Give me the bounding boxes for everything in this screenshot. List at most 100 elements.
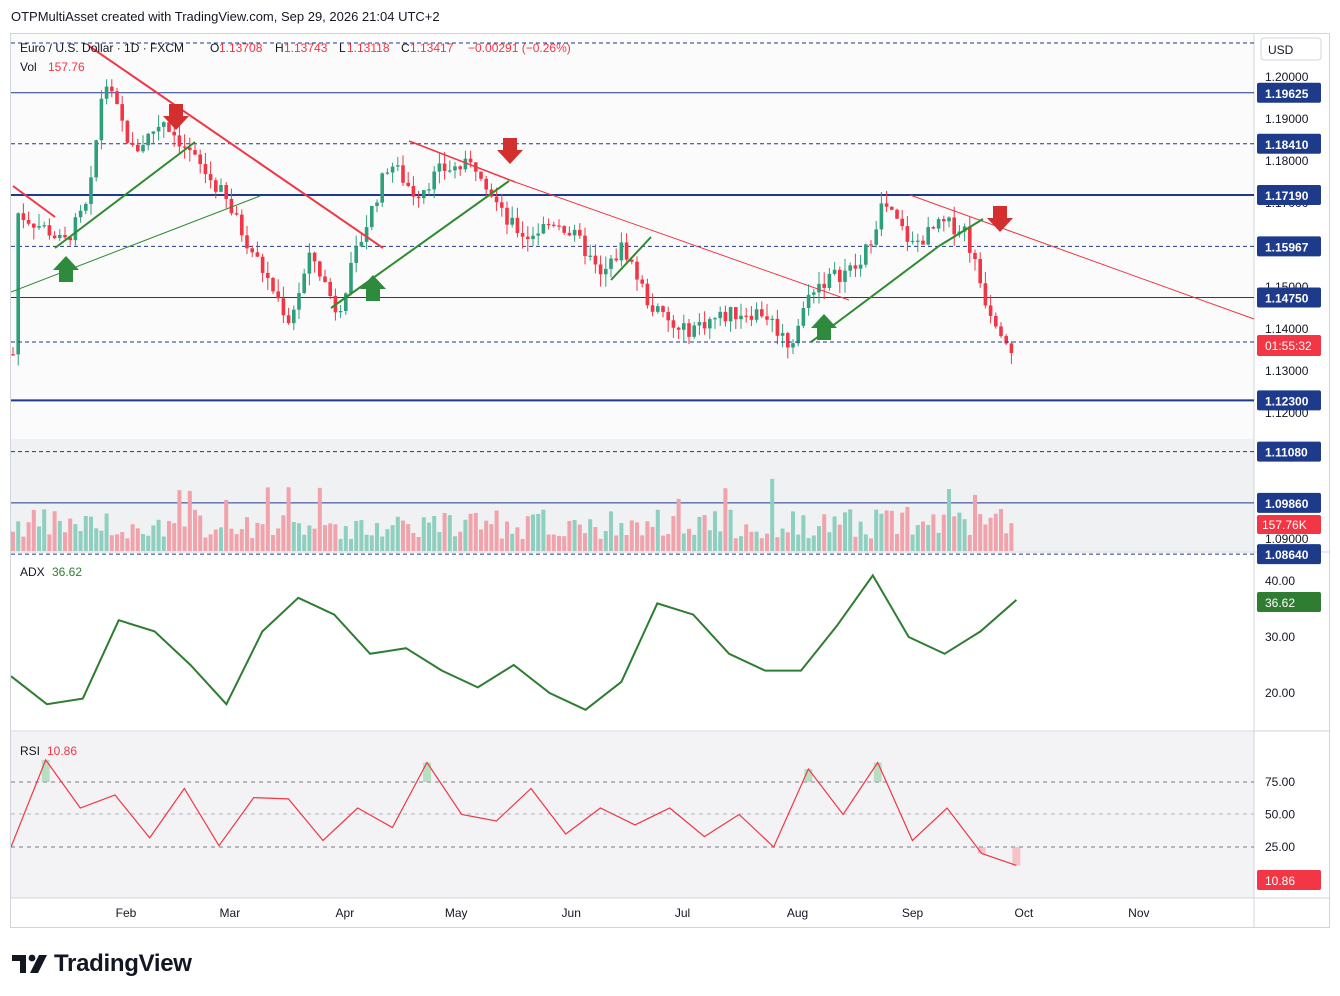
volume-bar[interactable] [676, 498, 681, 551]
candle-body[interactable] [177, 135, 182, 147]
candle-body[interactable] [110, 86, 114, 92]
candle-body[interactable] [531, 235, 535, 240]
candle-body[interactable] [666, 312, 670, 321]
tradingview-logo[interactable]: TradingView [12, 950, 192, 978]
candle-body[interactable] [99, 98, 104, 141]
volume-bar[interactable] [369, 535, 374, 551]
volume-bar[interactable] [42, 509, 47, 551]
volume-bar[interactable] [359, 520, 364, 551]
volume-bar[interactable] [603, 531, 608, 551]
volume-bar[interactable] [473, 512, 478, 551]
volume-bar[interactable] [349, 538, 353, 551]
candle-body[interactable] [983, 283, 988, 306]
candle-body[interactable] [260, 256, 265, 273]
candle-body[interactable] [536, 233, 540, 236]
candle-body[interactable] [630, 259, 634, 262]
candle-body[interactable] [515, 217, 520, 234]
candle-body[interactable] [94, 140, 98, 178]
candle-body[interactable] [635, 261, 639, 280]
candle-body[interactable] [16, 213, 20, 355]
volume-bar[interactable] [26, 522, 31, 551]
candle-body[interactable] [115, 91, 119, 105]
candle-body[interactable] [47, 225, 52, 236]
volume-bar[interactable] [723, 488, 728, 551]
volume-bar[interactable] [811, 535, 816, 551]
volume-bar[interactable] [343, 526, 348, 551]
volume-bar[interactable] [141, 534, 145, 551]
red-trend-line[interactable] [88, 45, 384, 249]
candle-body[interactable] [739, 315, 743, 320]
volume-bar[interactable] [1004, 533, 1009, 551]
candle-body[interactable] [900, 218, 904, 227]
volume-bar[interactable] [167, 520, 171, 551]
sell-arrow-icon[interactable] [163, 104, 189, 130]
volume-bar[interactable] [572, 520, 577, 551]
volume-bar[interactable] [479, 529, 483, 551]
volume-bar[interactable] [780, 528, 785, 551]
volume-bar[interactable] [245, 517, 249, 551]
volume-bar[interactable] [156, 519, 161, 551]
volume-bar[interactable] [447, 515, 452, 551]
candle-body[interactable] [526, 236, 530, 240]
volume-bar[interactable] [286, 487, 291, 551]
volume-bar[interactable] [63, 532, 67, 551]
candle-body[interactable] [380, 173, 384, 203]
volume-bar[interactable] [468, 513, 473, 551]
candle-body[interactable] [921, 240, 925, 245]
volume-bar[interactable] [229, 528, 234, 551]
sell-arrow-icon[interactable] [987, 206, 1013, 232]
candle-body[interactable] [364, 227, 369, 242]
candle-body[interactable] [442, 163, 447, 171]
candle-body[interactable] [879, 203, 884, 230]
candle-body[interactable] [167, 122, 171, 132]
candle-body[interactable] [754, 309, 759, 320]
candle-body[interactable] [255, 252, 260, 257]
candle-body[interactable] [942, 219, 946, 222]
volume-bar[interactable] [978, 514, 983, 551]
candle-body[interactable] [650, 305, 655, 312]
volume-bar[interactable] [208, 534, 213, 551]
candle-body[interactable] [276, 291, 280, 299]
candle-body[interactable] [52, 235, 57, 239]
volume-bar[interactable] [115, 534, 119, 551]
volume-bar[interactable] [536, 513, 541, 551]
volume-bar[interactable] [702, 515, 707, 551]
candle-body[interactable] [552, 224, 556, 226]
volume-bar[interactable] [380, 536, 385, 551]
volume-bar[interactable] [193, 509, 197, 551]
volume-bar[interactable] [489, 524, 494, 551]
candle-body[interactable] [37, 226, 41, 228]
volume-bar[interactable] [707, 530, 712, 551]
candle-body[interactable] [125, 120, 130, 143]
candle-body[interactable] [359, 241, 364, 247]
volume-bar[interactable] [588, 519, 593, 551]
volume-bar[interactable] [791, 511, 795, 551]
volume-bar[interactable] [926, 525, 931, 551]
candle-body[interactable] [21, 213, 26, 220]
volume-bar[interactable] [198, 515, 203, 551]
candle-body[interactable] [593, 255, 598, 265]
candle-body[interactable] [968, 226, 972, 253]
volume-bar[interactable] [463, 519, 468, 551]
candle-body[interactable] [312, 252, 317, 262]
volume-bar[interactable] [640, 535, 645, 551]
candle-body[interactable] [411, 185, 416, 197]
volume-bar[interactable] [697, 516, 702, 551]
candle-body[interactable] [734, 307, 738, 320]
candle-body[interactable] [864, 244, 868, 265]
volume-bar[interactable] [104, 513, 109, 551]
candle-body[interactable] [786, 333, 790, 348]
volume-bar[interactable] [458, 531, 463, 551]
rsi-pane[interactable] [11, 732, 1254, 898]
candle-body[interactable] [661, 306, 665, 313]
candle-body[interactable] [208, 174, 213, 181]
volume-bar[interactable] [21, 536, 26, 551]
candle-body[interactable] [240, 214, 244, 236]
candle-body[interactable] [396, 165, 400, 167]
volume-bar[interactable] [83, 516, 88, 551]
candle-body[interactable] [68, 237, 72, 241]
volume-bar[interactable] [749, 531, 754, 551]
volume-bar[interactable] [453, 536, 457, 551]
candle-body[interactable] [999, 326, 1003, 337]
volume-bar[interactable] [884, 510, 889, 551]
